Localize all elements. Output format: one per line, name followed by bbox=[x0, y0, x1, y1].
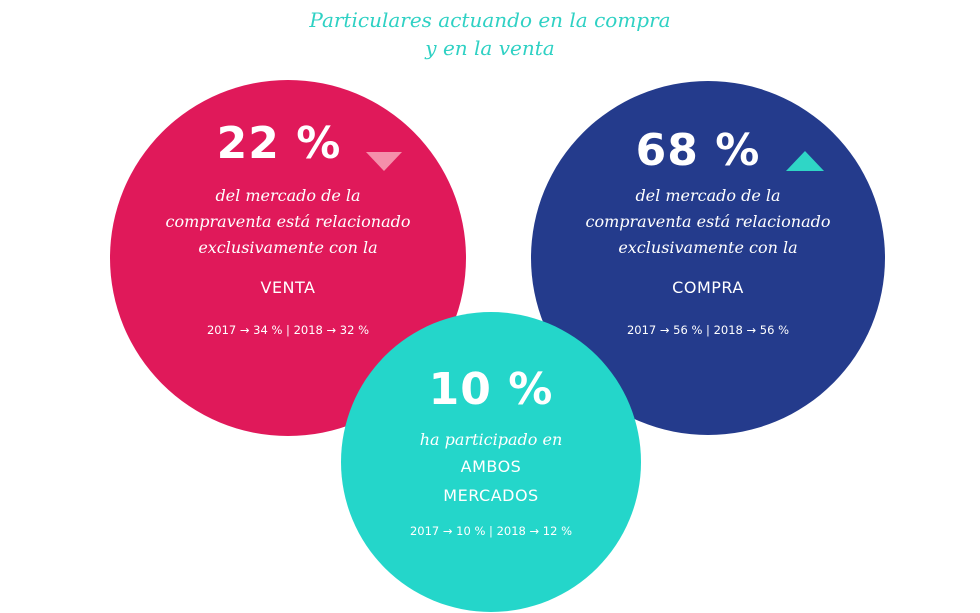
trend-up-icon bbox=[786, 151, 824, 171]
ambos-category: AMBOS MERCADOS bbox=[341, 452, 641, 510]
compra-category: COMPRA bbox=[672, 278, 744, 297]
ambos-description-line-1: ha participado en bbox=[419, 430, 563, 449]
compra-description-line-1: del mercado de la bbox=[635, 186, 781, 205]
ambos-description: ha participado en bbox=[341, 427, 641, 453]
ambos-percentage: 10 % bbox=[428, 364, 554, 415]
trend-down-icon bbox=[366, 152, 402, 171]
compra-description: del mercado de la compraventa está relac… bbox=[531, 183, 885, 261]
compra-percentage: 68 % bbox=[635, 125, 761, 176]
venta-bubble: 22 % del mercado de la compraventa está … bbox=[110, 80, 466, 436]
venta-description-line-3: exclusivamente con la bbox=[198, 238, 378, 257]
venta-category: VENTA bbox=[260, 278, 316, 297]
venta-history: 2017 → 34 % | 2018 → 32 % bbox=[206, 323, 370, 337]
compra-description-line-3: exclusivamente con la bbox=[618, 238, 798, 257]
venta-description: del mercado de la compraventa está relac… bbox=[110, 183, 466, 261]
chart-title-line-2: y en la venta bbox=[425, 36, 555, 60]
compra-history: 2017 → 56 % | 2018 → 56 % bbox=[626, 323, 790, 337]
ambos-bubble: 10 % ha participado en AMBOS MERCADOS 20… bbox=[341, 312, 641, 612]
venta-description-line-1: del mercado de la bbox=[215, 186, 361, 205]
ambos-category-line-1: AMBOS bbox=[460, 457, 522, 476]
venta-description-line-2: compraventa está relacionado bbox=[165, 212, 411, 231]
chart-title-line-1: Particulares actuando en la compra bbox=[309, 8, 671, 32]
venta-percentage: 22 % bbox=[216, 118, 342, 169]
chart-title: Particulares actuando en la compra y en … bbox=[0, 6, 980, 62]
compra-description-line-2: compraventa está relacionado bbox=[585, 212, 831, 231]
ambos-category-line-2: MERCADOS bbox=[443, 486, 539, 505]
ambos-history: 2017 → 10 % | 2018 → 12 % bbox=[409, 524, 573, 538]
